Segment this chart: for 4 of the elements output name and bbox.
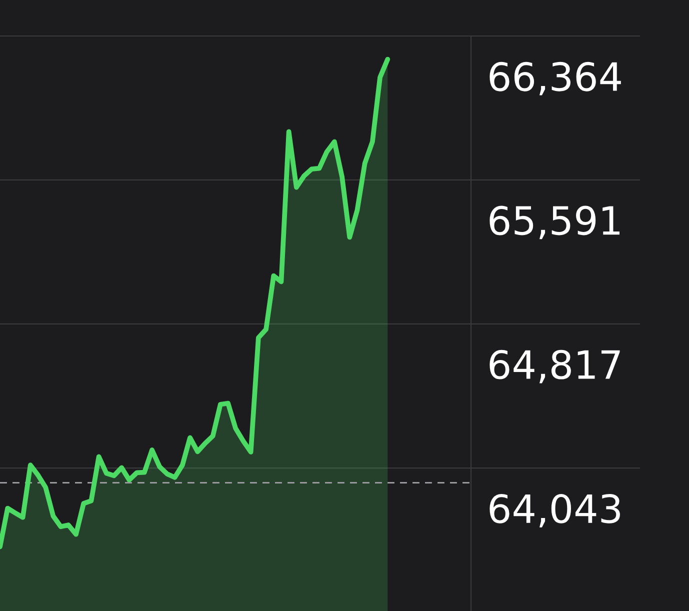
y-tick-label: 66,364 — [490, 62, 621, 96]
y-tick-label: 64,817 — [490, 350, 620, 384]
y-tick-label: 65,591 — [490, 206, 620, 240]
y-tick-label: 64,043 — [490, 494, 620, 528]
